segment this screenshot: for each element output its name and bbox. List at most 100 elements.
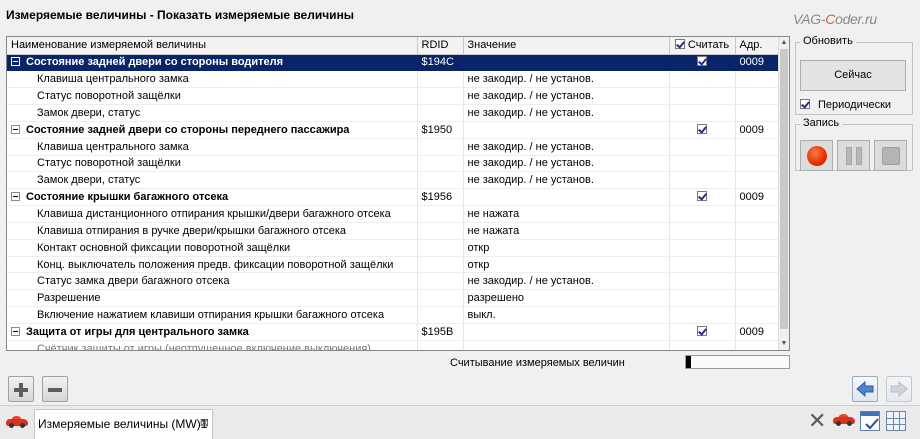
read-all-checkbox[interactable] — [674, 39, 685, 50]
cell-rdid — [417, 104, 464, 122]
cell-read — [669, 256, 736, 274]
column-header-name[interactable]: Наименование измеряемой величины — [7, 37, 418, 55]
periodic-toggle[interactable]: Периодически — [800, 99, 891, 111]
read-checkbox[interactable] — [697, 325, 707, 336]
cell-value: выкл. — [463, 306, 670, 324]
reading-progress-bar — [685, 355, 790, 369]
cell-read — [669, 138, 736, 156]
cell-rdid — [417, 306, 464, 324]
collapse-icon[interactable] — [11, 57, 20, 67]
vertical-scrollbar[interactable]: ▲ ▼ — [778, 37, 789, 350]
row-label: Конц. выключатель положения предв. фикса… — [37, 258, 394, 271]
cell-name: Замок двери, статус — [7, 104, 418, 122]
status-label: Считывание измеряемых величин — [450, 357, 625, 369]
cell-address: 0009 — [735, 54, 780, 72]
cell-read — [669, 121, 736, 139]
cell-name: Статус поворотной защёлки — [7, 155, 418, 173]
periodic-checkbox[interactable] — [800, 99, 810, 109]
collapse-icon[interactable] — [11, 192, 20, 202]
cell-value — [463, 121, 670, 139]
remove-value-button[interactable] — [42, 376, 68, 402]
group-row[interactable]: Состояние крышки багажного отсека $1956 00… — [7, 188, 780, 207]
pause-button[interactable] — [837, 140, 870, 171]
close-tools-icon[interactable]: ✕ — [808, 408, 827, 433]
value-row[interactable]: Клавиша отпирания в ручке двери/крышки б… — [7, 222, 780, 240]
cell-name: Конц. выключатель положения предв. фикса… — [7, 256, 418, 274]
value-row[interactable]: Статус поворотной защёлки не закодир. / н… — [7, 155, 780, 173]
cell-rdid — [417, 138, 464, 156]
cell-read — [669, 272, 736, 291]
cell-value: не закодир. / не установ. — [463, 87, 670, 106]
tab-close-icon[interactable]: ⊠ — [199, 417, 209, 429]
group-row[interactable]: Состояние задней двери со стороны водите… — [7, 54, 780, 72]
cell-value: не закодир. / не установ. — [463, 104, 670, 122]
back-button[interactable] — [852, 376, 878, 402]
record-button[interactable] — [800, 140, 833, 171]
tab-measured-values[interactable]: Измеряемые величины (MW)1 ⊠ — [34, 409, 213, 439]
value-row[interactable]: Замок двери, статус не закодир. / не уста… — [7, 171, 780, 190]
cell-name: Статус замка двери багажного отсека — [7, 272, 418, 291]
record-panel-caption: Запись — [800, 117, 843, 129]
tab-label: Измеряемые величины (MW)1 — [38, 417, 208, 431]
read-checkbox[interactable] — [697, 56, 707, 67]
cell-read — [669, 171, 736, 190]
add-value-button[interactable] — [8, 376, 34, 402]
value-row[interactable]: Статус поворотной защёлки не закодир. / н… — [7, 87, 780, 106]
vag-coder-watermark: VAG-Coder.ru — [793, 11, 877, 27]
cell-rdid — [417, 155, 464, 173]
cell-rdid — [417, 289, 464, 308]
column-header-value[interactable]: Значение — [463, 37, 670, 55]
collapse-icon[interactable] — [11, 326, 20, 336]
collapse-icon[interactable] — [11, 124, 20, 134]
car-icon[interactable] — [6, 416, 28, 428]
cell-value: не закодир. / не установ. — [463, 272, 670, 291]
row-label: Замок двери, статус — [37, 174, 141, 187]
value-row[interactable]: Замок двери, статус не закодир. / не уста… — [7, 104, 780, 122]
group-row[interactable]: Состояние задней двери со стороны передн… — [7, 121, 780, 139]
value-row[interactable]: Счётчик защиты от игры (неотпущенное вкл… — [7, 340, 780, 350]
forward-button[interactable] — [886, 376, 912, 402]
refresh-panel-caption: Обновить — [800, 35, 856, 47]
cell-rdid — [417, 272, 464, 291]
value-row[interactable]: Конц. выключатель положения предв. фикса… — [7, 256, 780, 274]
value-row[interactable]: Включение нажатием клавиши отпирания кры… — [7, 306, 780, 324]
cell-read — [669, 205, 736, 223]
cell-value: не закодир. / не установ. — [463, 171, 670, 190]
row-label: Контакт основной фиксации поворотной защ… — [37, 241, 291, 254]
stop-button[interactable] — [874, 140, 907, 171]
value-row[interactable]: Клавиша центрального замка не закодир. / … — [7, 138, 780, 156]
vehicle-icon[interactable] — [833, 414, 855, 426]
window-check-icon[interactable] — [860, 411, 880, 431]
row-label: Включение нажатием клавиши отпирания кры… — [37, 309, 385, 322]
record-icon — [807, 146, 827, 166]
scrollbar-thumb[interactable] — [780, 49, 788, 329]
value-row[interactable]: Статус замка двери багажного отсека не за… — [7, 272, 780, 291]
cell-value: откр — [463, 239, 670, 257]
bottom-tab-bar: Измеряемые величины (MW)1 ⊠ — [0, 405, 920, 439]
table-view-icon[interactable] — [886, 411, 906, 431]
cell-address — [735, 171, 780, 190]
cell-address — [735, 340, 780, 350]
cell-read — [669, 87, 736, 106]
read-checkbox[interactable] — [697, 191, 707, 202]
column-header-read[interactable]: Считать — [669, 37, 736, 55]
cell-name: Клавиша отпирания в ручке двери/крышки б… — [7, 222, 418, 240]
scroll-down-arrow-icon[interactable]: ▼ — [780, 340, 788, 347]
column-header-rdid[interactable]: RDID — [417, 37, 464, 55]
cell-value: разрешено — [463, 289, 670, 308]
refresh-now-button[interactable]: Сейчас — [800, 60, 906, 91]
group-row[interactable]: Защита от игры для центрального замка $19… — [7, 323, 780, 341]
value-row[interactable]: Разрешение разрешено — [7, 289, 780, 308]
cell-value — [463, 340, 670, 350]
cell-read — [669, 239, 736, 257]
row-label: Клавиша центрального замка — [37, 73, 189, 86]
measured-values-grid[interactable]: Наименование измеряемой величины RDID Зн… — [6, 36, 790, 351]
column-header-address[interactable]: Адр. — [735, 37, 780, 55]
read-header-label: Считать — [687, 39, 730, 52]
read-checkbox[interactable] — [697, 123, 707, 134]
value-row[interactable]: Контакт основной фиксации поворотной защ… — [7, 239, 780, 257]
scroll-up-arrow-icon[interactable]: ▲ — [780, 39, 788, 46]
value-row[interactable]: Клавиша дистанционного отпирания крышки/… — [7, 205, 780, 223]
value-row[interactable]: Клавиша центрального замка не закодир. / … — [7, 70, 780, 89]
cell-name: Защита от игры для центрального замка — [7, 323, 418, 341]
